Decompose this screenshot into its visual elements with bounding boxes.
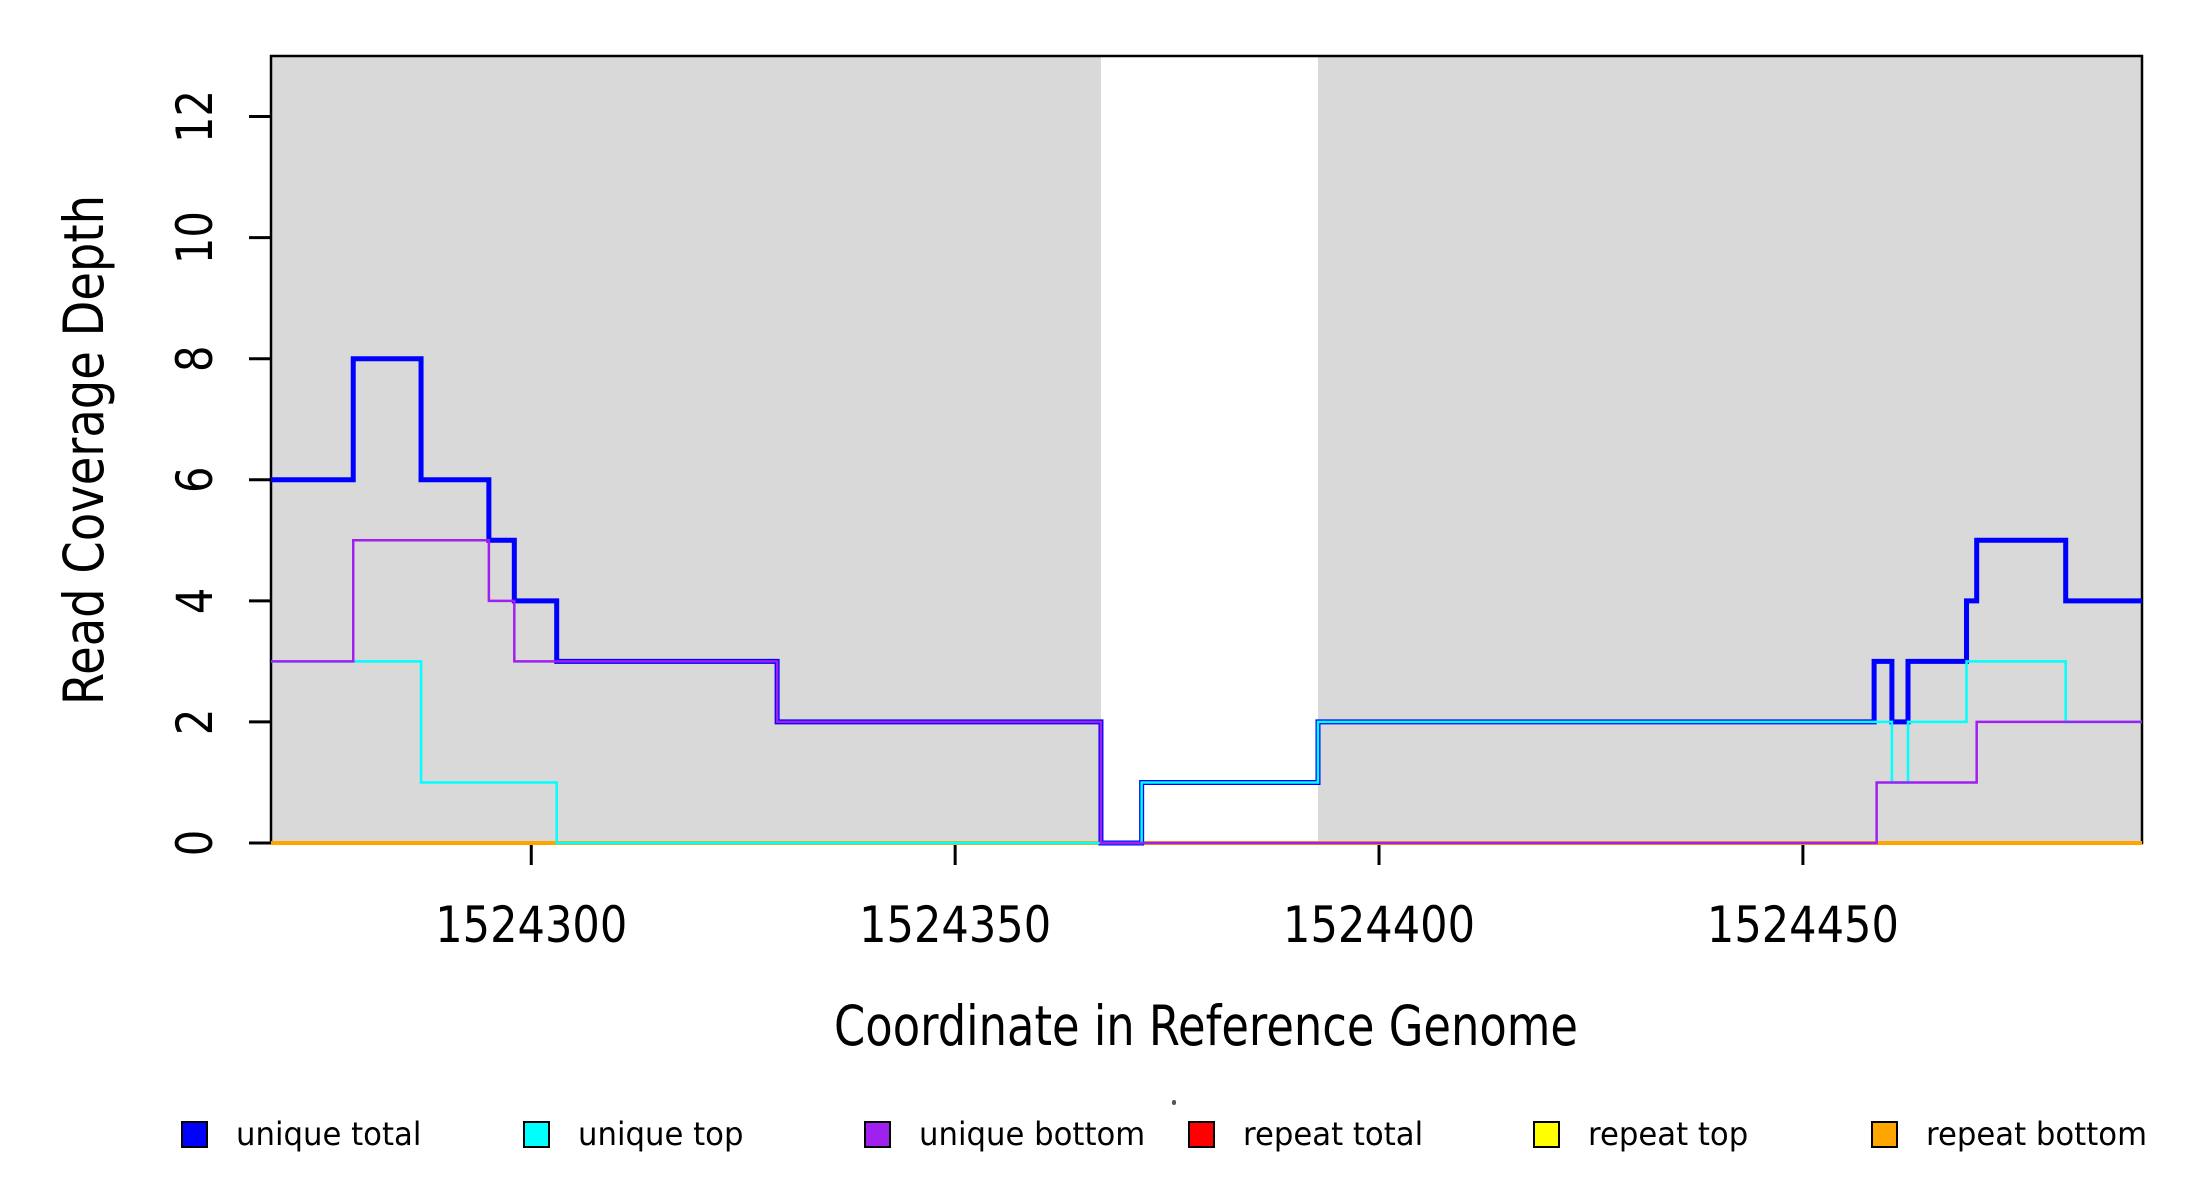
legend-label: unique total [236,1115,422,1153]
legend-swatch-unique-bottom [864,1120,891,1148]
legend-entry-unique-bottom: unique bottom [864,1115,1155,1153]
axes-layer: 1524300 1524350 1524400 1524450 0 2 4 6 8 10 12 [166,54,2144,954]
x-tick-label: 1524400 [1283,896,1475,954]
y-tick-label: 12 [166,90,224,143]
stray-dot-artifact [1172,1100,1176,1105]
legend-swatch-repeat-bottom [1871,1120,1898,1148]
legend-entry-unique-top: unique top [523,1115,750,1153]
alignment-region-2 [1317,56,2142,843]
y-tick-label: 10 [166,211,224,264]
shaded-regions-layer [271,56,2142,843]
alignment-region-1 [271,56,1101,843]
legend-entry-repeat-total: repeat total [1188,1115,1431,1153]
legend-label: unique bottom [919,1115,1146,1153]
y-tick-label: 6 [166,467,224,494]
y-tick-label: 0 [166,830,224,857]
legend-swatch-repeat-total [1188,1120,1215,1148]
legend-swatch-repeat-top [1533,1120,1560,1148]
series-lines-layer [271,356,2142,846]
x-tick-label: 1524350 [859,896,1051,954]
legend-entry-unique-total: unique total [181,1115,429,1153]
x-tick-label: 1524450 [1707,896,1899,954]
y-axis-title: Read Coverage Depth [52,195,116,705]
legend-label: unique top [578,1115,744,1153]
legend-entry-repeat-top: repeat top [1533,1115,1755,1153]
y-tick-label: 8 [166,345,224,372]
legend-label: repeat bottom [1926,1115,2147,1153]
y-tick-label: 4 [166,588,224,615]
legend-entry-repeat-bottom: repeat bottom [1871,1115,2156,1153]
legend-label: repeat total [1243,1115,1424,1153]
series-line-unique-bottom [271,539,2142,845]
legend-swatch-unique-total [181,1120,208,1148]
legend: unique total unique top unique bottom re… [0,1115,2200,1158]
x-axis-title: Coordinate in Reference Genome [834,994,1578,1058]
legend-label: repeat top [1588,1115,1749,1153]
x-tick-label: 1524300 [435,896,627,954]
series-line-unique-top [271,660,2142,845]
legend-swatch-unique-top [523,1120,550,1148]
y-tick-label: 2 [166,709,224,736]
